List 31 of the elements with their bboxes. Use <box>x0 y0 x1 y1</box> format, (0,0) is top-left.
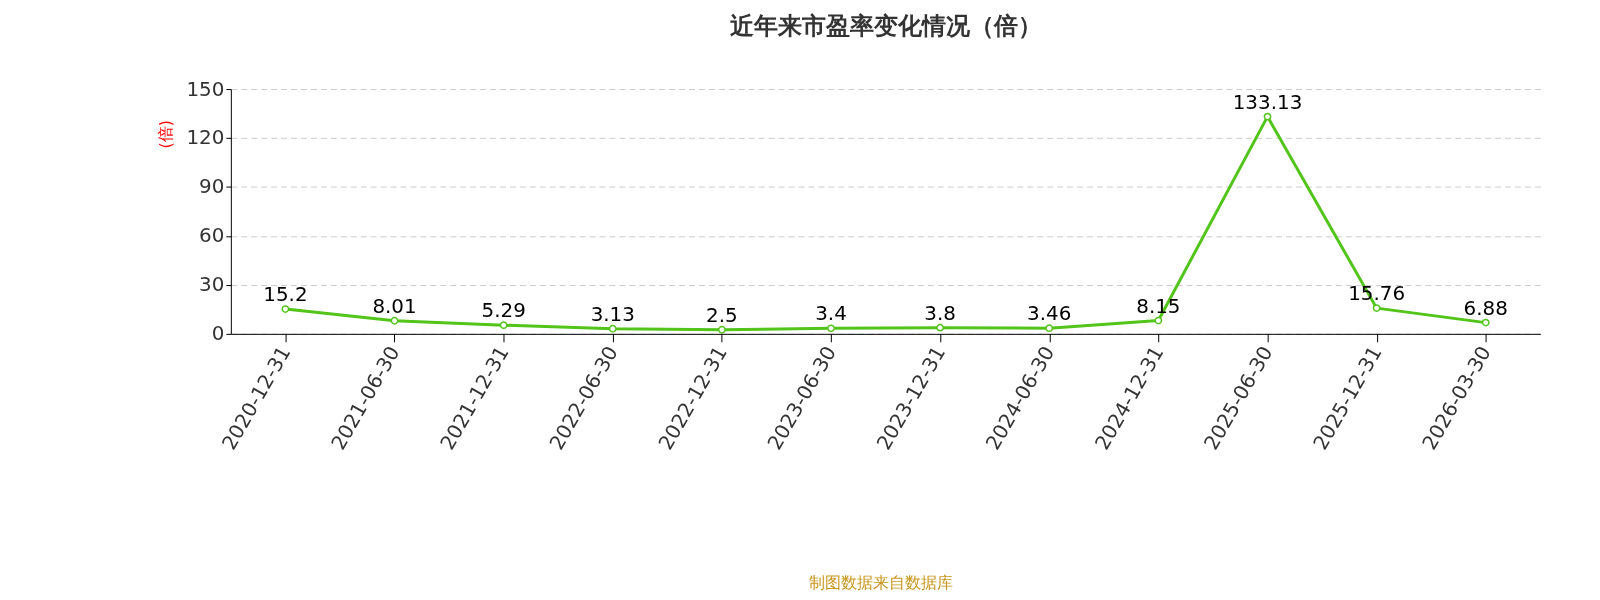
data-label: 8.01 <box>372 294 417 318</box>
data-label: 133.13 <box>1232 90 1303 114</box>
y-axis-title: (倍) <box>155 120 175 149</box>
data-label: 15.2 <box>263 283 308 307</box>
y-tick-label: 30 <box>199 273 225 297</box>
text: 制图数据来自数据库 <box>808 572 953 592</box>
point <box>1263 112 1272 121</box>
point <box>1045 324 1054 333</box>
point <box>936 323 945 332</box>
data-label: 3.13 <box>590 302 635 326</box>
point <box>608 324 617 333</box>
data-label: 3.8 <box>924 301 956 325</box>
y-tick-label: 0 <box>211 322 225 346</box>
y-tick-label: 120 <box>186 126 225 150</box>
y-tick-label: 60 <box>199 224 225 248</box>
data-label: 6.88 <box>1463 296 1508 320</box>
point <box>499 321 508 330</box>
data-label: 3.46 <box>1027 302 1072 326</box>
point <box>1481 318 1490 327</box>
data-label: 5.29 <box>481 299 526 323</box>
chart-title: 近年来市盈率变化情况（倍） <box>729 12 1042 41</box>
point <box>1372 304 1381 313</box>
y-tick-label: 90 <box>199 175 225 199</box>
point <box>717 325 726 334</box>
point <box>1154 316 1163 325</box>
data-label: 3.4 <box>815 302 847 326</box>
data-label: 2.5 <box>706 303 738 327</box>
y-tick-label: 150 <box>186 77 225 101</box>
point <box>827 324 835 333</box>
point <box>390 316 399 325</box>
point <box>281 305 290 313</box>
